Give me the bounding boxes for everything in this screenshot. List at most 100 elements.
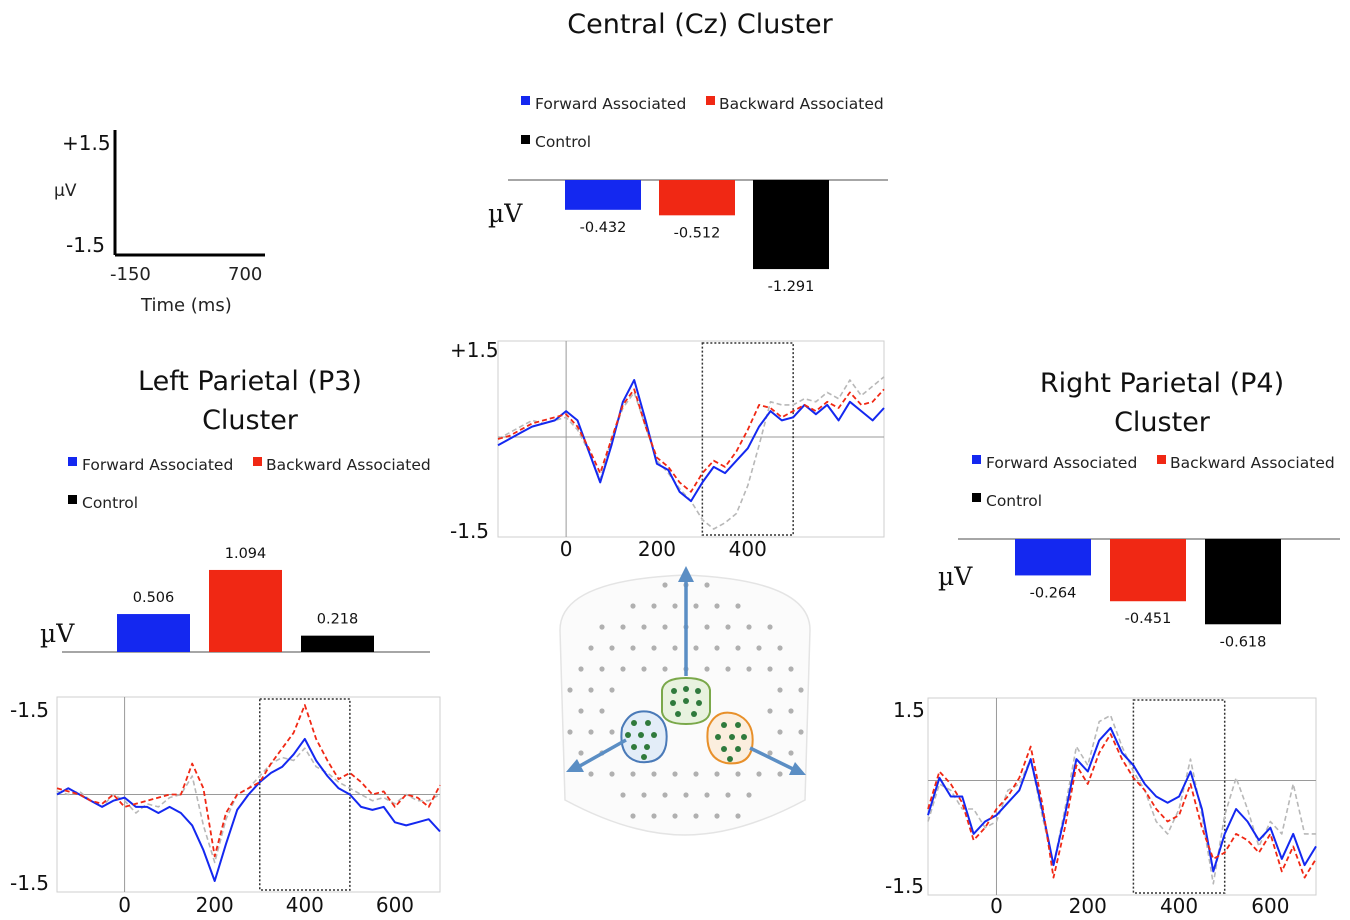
electrode-dot — [777, 645, 783, 651]
left-legend-control-swatch — [68, 495, 77, 504]
electrode-dot — [735, 645, 741, 651]
electrode-dot — [735, 603, 741, 609]
cluster-electrode-dot — [625, 732, 631, 738]
electrode-dot — [662, 624, 668, 630]
left-bar-panel: Left Parietal (P3) Cluster Forward Assoc… — [40, 366, 431, 653]
scale-ymin-label: -1.5 — [66, 233, 105, 257]
right-wave-frame — [927, 697, 1317, 896]
left-wave-plot: 0 200 400 600 — [56, 697, 441, 917]
electrode-dot — [777, 687, 783, 693]
central-wave-xtick-200: 200 — [638, 537, 676, 561]
right-legend-forward-swatch — [972, 455, 981, 464]
right-wave-xtick-200: 200 — [1069, 894, 1107, 918]
central-bars: -0.432 -0.512 -1.291 — [565, 180, 829, 295]
arrow-head-right — [789, 762, 806, 775]
electrode-dot — [756, 771, 762, 777]
electrode-dot — [672, 603, 678, 609]
left-wave-series-control — [56, 747, 441, 864]
electrode-dot — [609, 687, 615, 693]
electrode-dot — [620, 792, 626, 798]
central-ylabel: µV — [488, 199, 523, 228]
electrode-dot — [767, 666, 773, 672]
electrode-dot — [777, 771, 783, 777]
electrode-dot — [662, 792, 668, 798]
scale-reference: +1.5 µV -1.5 -150 700 Time (ms) — [54, 130, 265, 316]
arrow-head-left — [566, 759, 584, 772]
central-bar-panel: Central (Cz) Cluster Forward Associated … — [488, 9, 888, 295]
cluster-electrode-dot — [715, 734, 721, 740]
cluster-electrode-dot — [631, 720, 637, 726]
left-legend-forward-swatch — [68, 457, 77, 466]
electrode-dot — [704, 582, 710, 588]
electrode-dot — [767, 750, 773, 756]
left-waveform-panel: -1.5 -1.5 0 200 400 600 — [10, 696, 441, 917]
central-legend-backward: Backward Associated — [719, 95, 884, 113]
cluster-electrode-dot — [645, 720, 651, 726]
central-wave-series-backward — [497, 388, 885, 493]
left-wave-xtick-600: 600 — [376, 893, 414, 917]
right-legend-control: Control — [986, 492, 1042, 510]
electrode-dot — [672, 645, 678, 651]
cluster-electrode-dot — [727, 756, 733, 762]
cluster-electrode-dot — [691, 711, 697, 717]
central-value-label-control: -1.291 — [768, 279, 815, 295]
cluster-electrode-dot — [695, 688, 701, 694]
electrode-dot — [588, 729, 594, 735]
electrode-dot — [609, 729, 615, 735]
central-legend-control: Control — [535, 133, 591, 151]
electrode-dot — [641, 666, 647, 672]
left-bar-backward — [209, 569, 282, 652]
left-wave-ybottom: -1.5 — [10, 871, 49, 895]
electrode-dot — [714, 771, 720, 777]
central-wave-frame — [497, 340, 885, 538]
electrode-dot — [725, 666, 731, 672]
electrode-dot — [714, 813, 720, 819]
cluster-electrode-dot — [741, 734, 747, 740]
right-legend-backward: Backward Associated — [1170, 454, 1335, 472]
left-bar-control — [301, 635, 374, 652]
central-bar-forward — [565, 180, 641, 210]
electrode-dot — [683, 792, 689, 798]
right-legend-control-swatch — [972, 493, 981, 502]
cluster-arrows — [566, 566, 806, 775]
electrode-dot — [599, 666, 605, 672]
left-legend-backward-swatch — [253, 457, 262, 466]
central-legend-control-swatch — [521, 135, 530, 144]
electrode-dot — [662, 582, 668, 588]
electrode-dot — [641, 792, 647, 798]
electrode-dot — [746, 666, 752, 672]
electrode-dot — [735, 771, 741, 777]
electrode-dot — [672, 813, 678, 819]
central-value-label-backward: -0.512 — [674, 225, 721, 241]
electrode-dot — [630, 813, 636, 819]
cluster-electrode-dot — [675, 711, 681, 717]
central-wave-xtick-0: 0 — [560, 537, 573, 561]
scale-unit-label: µV — [54, 181, 77, 201]
electrode-dot — [672, 771, 678, 777]
central-legend-forward: Forward Associated — [535, 95, 686, 113]
cluster-electrode-dot — [683, 698, 689, 704]
cluster-electrode-dot — [671, 688, 677, 694]
electrode-dot — [630, 603, 636, 609]
electrode-dot — [588, 645, 594, 651]
cluster-electrode-dot — [696, 700, 702, 706]
cluster-electrodes — [625, 686, 747, 762]
electrode-dot — [651, 645, 657, 651]
electrode-dot — [798, 729, 804, 735]
right-bar-panel: Right Parietal (P4) Cluster Forward Asso… — [938, 368, 1340, 650]
scale-xlabel: Time (ms) — [140, 295, 232, 316]
scale-xend-label: 700 — [228, 264, 262, 285]
right-value-label-forward: -0.264 — [1030, 585, 1077, 601]
right-wave-ybottom: -1.5 — [885, 874, 924, 898]
electrode-dot — [798, 687, 804, 693]
left-value-label-control: 0.218 — [317, 612, 359, 628]
electrode-dot — [630, 645, 636, 651]
arrow-head-central — [678, 566, 694, 582]
right-bar-control — [1205, 539, 1281, 625]
electrode-dot — [704, 624, 710, 630]
right-wave-xtick-600: 600 — [1251, 894, 1289, 918]
right-wave-xtick-0: 0 — [990, 894, 1003, 918]
cluster-electrode-dot — [670, 700, 676, 706]
left-value-label-forward: 0.506 — [133, 590, 175, 606]
right-bar-forward — [1015, 539, 1091, 576]
